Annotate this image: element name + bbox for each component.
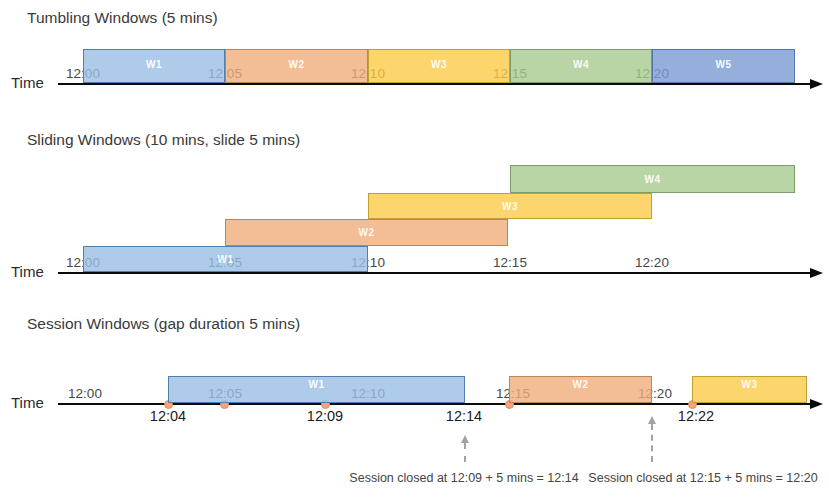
section-title: Sliding Windows (10 mins, slide 5 mins) — [27, 131, 300, 149]
time-axis-label: Time — [11, 74, 44, 91]
window-bar-w4: W4 — [510, 49, 652, 83]
window-bar-w1: W1 — [83, 246, 368, 272]
window-bar-w2: W2 — [509, 376, 652, 403]
window-label: W1 — [146, 59, 162, 70]
window-bar-w3: W3 — [692, 376, 807, 403]
window-label: W2 — [289, 59, 305, 70]
window-label: W4 — [645, 174, 661, 185]
session-close-arrow-line — [464, 443, 466, 462]
window-bar-w2: W2 — [225, 219, 508, 246]
event-time-label: 12:04 — [150, 408, 186, 424]
time-axis-arrowhead-icon — [810, 399, 823, 409]
window-label: W5 — [716, 59, 732, 70]
section-title: Session Windows (gap duration 5 mins) — [27, 315, 300, 333]
window-bar-w1: W1 — [168, 376, 465, 403]
session-close-arrowhead-icon — [461, 435, 469, 443]
axis-tick-label: 12:15 — [493, 256, 527, 270]
time-axis-arrowhead-icon — [810, 79, 823, 89]
session-close-annotation: Session closed at 12:09 + 5 mins = 12:14 — [349, 471, 578, 485]
time-axis-line — [58, 83, 811, 85]
window-label: W2 — [573, 379, 589, 390]
session-close-annotation: Session closed at 12:15 + 5 mins = 12:20 — [588, 471, 817, 485]
window-label: W2 — [359, 227, 375, 238]
event-time-label: 12:14 — [446, 408, 482, 424]
window-bar-w1: W1 — [83, 49, 225, 83]
window-label: W1 — [218, 254, 234, 265]
window-label: W1 — [309, 379, 325, 390]
time-axis-arrowhead-icon — [810, 268, 823, 278]
window-bar-w4: W4 — [510, 165, 795, 193]
window-label: W3 — [431, 59, 447, 70]
time-axis-label: Time — [11, 394, 44, 411]
time-axis-label: Time — [11, 263, 44, 280]
time-axis-line — [58, 272, 811, 274]
window-bar-w2: W2 — [225, 49, 368, 83]
windowing-diagram: Tumbling Windows (5 mins) Time 12:00 12:0… — [0, 0, 829, 498]
event-time-label: 12:09 — [307, 408, 343, 424]
session-close-arrowhead-icon — [648, 416, 656, 424]
event-time-label: 12:22 — [678, 408, 714, 424]
window-label: W3 — [742, 379, 758, 390]
window-bar-w3: W3 — [368, 49, 510, 83]
section-title: Tumbling Windows (5 mins) — [27, 9, 218, 27]
axis-tick-label: 12:00 — [68, 387, 102, 401]
axis-tick-label: 12:20 — [635, 256, 669, 270]
window-bar-w3: W3 — [368, 193, 652, 219]
window-label: W4 — [573, 59, 589, 70]
window-bar-w5: W5 — [652, 49, 795, 83]
window-label: W3 — [502, 201, 518, 212]
session-close-arrow-line — [651, 424, 653, 462]
